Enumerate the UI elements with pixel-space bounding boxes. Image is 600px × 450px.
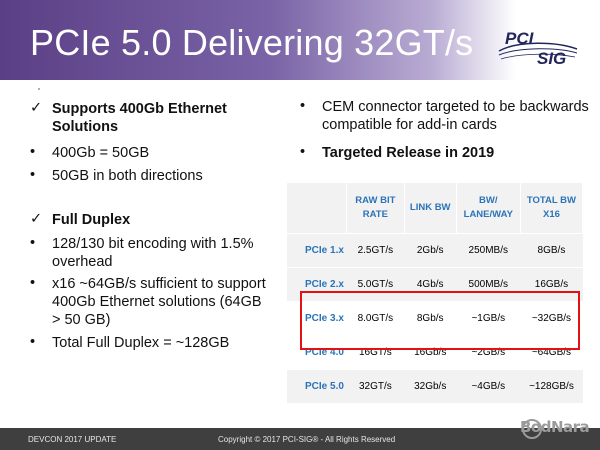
list-item-text: 128/130 bit encoding with 1.5% overhead — [52, 236, 254, 270]
bullet-icon: • — [30, 144, 36, 160]
table-header-bw-lane-way: BW/ LANE/WAY — [456, 183, 521, 234]
list-item-text: x16 ~64GB/s sufficient to support 400Gb … — [52, 276, 266, 328]
slide-footer: DEVCON 2017 UPDATE Copyright © 2017 PCI-… — [0, 428, 600, 450]
highlight-box — [300, 291, 580, 350]
list-item-text: Total Full Duplex = ~128GB — [52, 335, 230, 351]
slide-header — [0, 0, 600, 80]
table-header-row: RAW BIT RATE LINK BW BW/ LANE/WAY TOTAL … — [287, 183, 584, 234]
table-cell: 32GT/s — [346, 369, 405, 403]
table-cell: 8Gb/s — [404, 301, 457, 336]
list-item-text: Full Duplex — [52, 212, 131, 228]
table-header-link-bw: LINK BW — [404, 183, 457, 234]
check-icon: ✓ — [30, 211, 43, 227]
table-cell: 250MB/s — [456, 233, 521, 268]
table-row: PCIe 5.0 32GT/s 32Gb/s ~4GB/s ~128GB/s — [287, 369, 583, 403]
decorative-dot — [38, 88, 40, 90]
table-cell: 4Gb/s — [404, 267, 457, 302]
logo-sig-text: SIG — [537, 49, 567, 68]
table-cell: ~4GB/s — [456, 369, 521, 403]
logo-pci-text: PCI — [505, 29, 534, 48]
table-cell-generation: PCIe 3.x — [287, 301, 347, 336]
table-row: PCIe 1.x 2.5GT/s 2Gb/s 250MB/s 8GB/s — [287, 233, 583, 268]
table-cell: 5.0GT/s — [346, 267, 405, 302]
bullet-icon: • — [300, 98, 306, 114]
pci-sig-logo: PCI SIG — [497, 27, 579, 75]
table-cell: ~32GB/s — [520, 301, 583, 336]
footer-copyright: Copyright © 2017 PCI-SIG® - All Rights R… — [218, 435, 396, 444]
watermark-circle-icon — [522, 419, 542, 439]
table-row: PCIe 4.0 16GT/s 16Gb/s ~2GB/s ~64GB/s — [287, 335, 583, 370]
watermark-logo: BodNara — [520, 418, 590, 436]
table-cell: ~128GB/s — [520, 369, 583, 403]
bandwidth-table: RAW BIT RATE LINK BW BW/ LANE/WAY TOTAL … — [287, 183, 584, 403]
bullet-icon: • — [30, 235, 36, 251]
table-cell: 8.0GT/s — [346, 301, 405, 336]
bullet-icon: • — [30, 275, 36, 291]
table-row: PCIe 2.x 5.0GT/s 4Gb/s 500MB/s 16GB/s — [287, 267, 583, 302]
table-header-total-bw: TOTAL BW X16 — [520, 183, 584, 234]
list-item-text: Targeted Release in 2019 — [322, 145, 495, 161]
check-icon: ✓ — [30, 100, 43, 116]
bullet-icon: • — [30, 334, 36, 350]
table-cell-generation: PCIe 5.0 — [287, 369, 347, 403]
list-item-text: Supports 400Gb Ethernet Solutions — [52, 101, 227, 135]
logo-swoosh-icon — [498, 42, 578, 60]
table-cell: 16GB/s — [520, 267, 583, 302]
table-header-corner — [287, 183, 347, 234]
table-cell: 16Gb/s — [404, 335, 457, 370]
list-item-text: CEM connector targeted to be backwards c… — [322, 99, 589, 133]
bullet-icon: • — [300, 144, 306, 160]
table-cell-generation: PCIe 2.x — [287, 267, 347, 302]
table-cell: 2Gb/s — [404, 233, 457, 268]
table-cell: ~64GB/s — [520, 335, 583, 370]
table-cell-generation: PCIe 4.0 — [287, 335, 347, 370]
bullet-icon: • — [30, 167, 36, 183]
list-item-text: 400Gb = 50GB — [52, 145, 150, 161]
table-cell: ~2GB/s — [456, 335, 521, 370]
list-item-text: 50GB in both directions — [52, 168, 203, 184]
footer-event-label: DEVCON 2017 UPDATE — [28, 435, 117, 444]
table-row: PCIe 3.x 8.0GT/s 8Gb/s ~1GB/s ~32GB/s — [287, 301, 583, 336]
slide-title: PCIe 5.0 Delivering 32GT/s — [30, 22, 474, 63]
table-cell: 500MB/s — [456, 267, 521, 302]
table-cell-generation: PCIe 1.x — [287, 233, 347, 268]
table-cell: 16GT/s — [346, 335, 405, 370]
table-cell: 2.5GT/s — [346, 233, 405, 268]
table-cell: 8GB/s — [520, 233, 583, 268]
table-cell: 32Gb/s — [404, 369, 457, 403]
table-header-raw-bit-rate: RAW BIT RATE — [346, 183, 405, 234]
table-cell: ~1GB/s — [456, 301, 521, 336]
